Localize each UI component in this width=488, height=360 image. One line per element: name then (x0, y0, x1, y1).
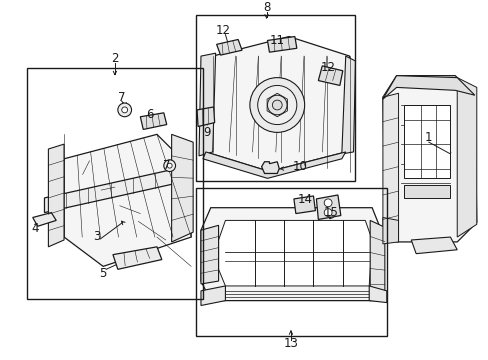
Polygon shape (382, 76, 474, 99)
Polygon shape (410, 237, 456, 254)
Text: 12: 12 (320, 61, 335, 74)
Polygon shape (267, 36, 296, 52)
Polygon shape (404, 105, 449, 178)
Polygon shape (382, 93, 398, 244)
Polygon shape (44, 168, 176, 213)
Polygon shape (113, 247, 162, 269)
Polygon shape (368, 286, 386, 302)
Polygon shape (197, 107, 214, 126)
Text: 15: 15 (323, 206, 338, 219)
Bar (196, 188, 386, 336)
Polygon shape (140, 113, 166, 130)
Text: 3: 3 (93, 230, 101, 243)
Text: 1: 1 (424, 131, 432, 144)
Polygon shape (293, 196, 315, 213)
Text: 8: 8 (262, 1, 270, 14)
Polygon shape (218, 220, 371, 286)
Polygon shape (64, 134, 191, 266)
Polygon shape (404, 185, 449, 198)
Circle shape (167, 163, 172, 168)
Text: 9: 9 (203, 126, 210, 139)
Polygon shape (205, 36, 349, 171)
Polygon shape (201, 208, 381, 301)
Bar (196, 15, 354, 181)
Polygon shape (201, 225, 218, 284)
Circle shape (163, 160, 175, 171)
Circle shape (249, 78, 304, 132)
Polygon shape (316, 195, 340, 220)
Text: 6: 6 (146, 108, 154, 121)
Polygon shape (199, 53, 215, 156)
Circle shape (324, 209, 331, 216)
Polygon shape (171, 134, 193, 242)
Text: 2: 2 (111, 51, 119, 64)
Polygon shape (341, 56, 355, 154)
Polygon shape (318, 66, 342, 85)
Circle shape (118, 103, 131, 117)
Text: 12: 12 (216, 24, 230, 37)
Polygon shape (216, 40, 242, 55)
Polygon shape (456, 78, 476, 237)
Text: 10: 10 (292, 160, 306, 173)
Circle shape (257, 85, 296, 125)
Text: 13: 13 (283, 337, 298, 350)
Text: 4: 4 (31, 222, 39, 235)
Text: 7: 7 (163, 159, 170, 172)
Polygon shape (382, 76, 476, 242)
Polygon shape (261, 162, 279, 174)
Circle shape (272, 100, 282, 110)
Text: 7: 7 (118, 91, 125, 104)
Polygon shape (48, 144, 64, 247)
Polygon shape (33, 213, 56, 226)
Circle shape (122, 107, 127, 113)
Text: 5: 5 (99, 267, 107, 280)
Polygon shape (369, 220, 384, 301)
Text: 14: 14 (298, 193, 312, 206)
Polygon shape (203, 152, 345, 178)
Polygon shape (201, 286, 225, 306)
Circle shape (324, 199, 331, 207)
Polygon shape (382, 217, 398, 244)
Bar (27, 68, 203, 299)
Text: 11: 11 (269, 34, 284, 47)
Circle shape (267, 95, 286, 115)
